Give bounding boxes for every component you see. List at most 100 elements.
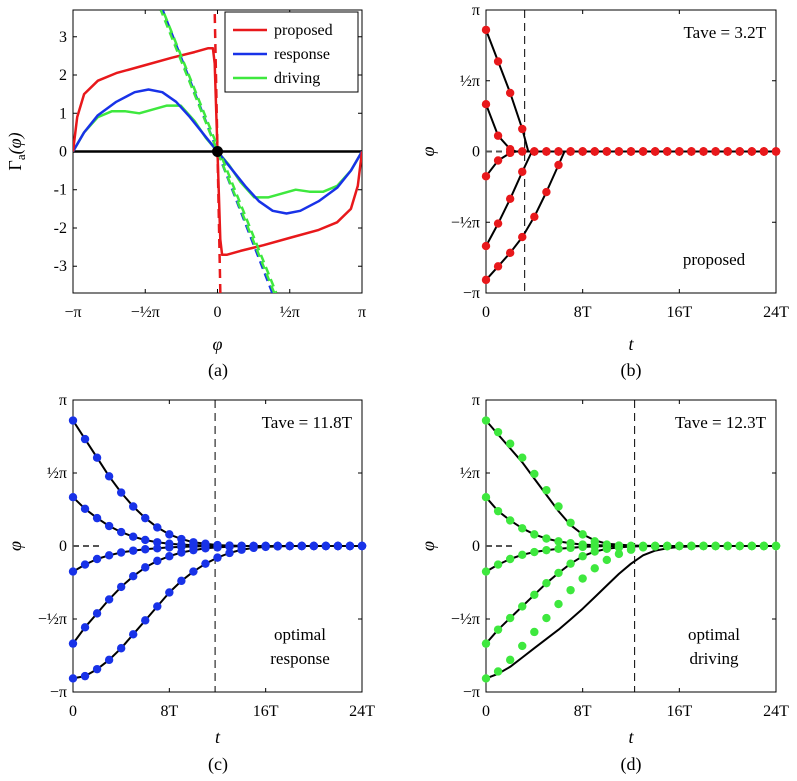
- trajectory-dot: [590, 547, 599, 556]
- trajectory-dot: [505, 194, 515, 203]
- x-tick-label: 16T: [666, 703, 692, 720]
- trajectory-dot: [153, 556, 162, 566]
- panel-annotation: optimal: [688, 625, 740, 644]
- trajectory-dot: [153, 602, 162, 611]
- y-tick-label: 0: [59, 144, 67, 161]
- trajectory-dot: [578, 147, 587, 156]
- trajectory-dot: [129, 502, 138, 511]
- legend-label-response: response: [274, 46, 330, 63]
- trajectory-dot: [493, 560, 503, 569]
- y-axis-label: φ: [5, 541, 25, 551]
- trajectory-dot: [297, 541, 306, 551]
- panel-caption: (c): [208, 754, 228, 775]
- trajectory-dot: [481, 639, 491, 648]
- trajectory-dot: [153, 523, 162, 532]
- trajectory-dot: [80, 504, 90, 514]
- trajectory-dot: [80, 560, 90, 569]
- trajectory-dot: [518, 550, 527, 560]
- trajectory-dot: [699, 147, 708, 156]
- trajectory-dot: [614, 549, 624, 559]
- trajectory-dot: [165, 530, 174, 539]
- x-axis-label: t: [215, 727, 221, 747]
- trajectory-dot: [735, 541, 744, 551]
- trajectory-dot: [759, 147, 769, 156]
- trajectory-dot: [590, 564, 599, 573]
- trajectory-dot: [249, 543, 258, 553]
- trajectory-dot: [542, 486, 551, 495]
- x-tick-label: 0: [482, 703, 490, 720]
- y-axis-label-arg: (φ): [5, 132, 26, 154]
- tave-label: Tave = 12.3T: [675, 413, 767, 432]
- x-tick-label: 0: [482, 304, 490, 321]
- x-tick-label: 24T: [763, 703, 789, 720]
- panel-b: 0 8T 16T 24T π ½π 0 −½π −π t (b) φ Tave = 3.2T propos…: [418, 2, 789, 381]
- x-tick-label: 8T: [574, 703, 592, 720]
- trajectory-dot: [723, 541, 732, 551]
- x-axis-label: φ: [213, 334, 223, 354]
- y-tick-label: −½π: [451, 214, 480, 231]
- trajectory-dot: [614, 543, 624, 552]
- y-tick-label: −½π: [451, 611, 480, 628]
- trajectory-dot: [663, 542, 672, 551]
- x-tick-label: −½π: [131, 304, 160, 321]
- trajectory-dot: [92, 664, 102, 674]
- trajectory-dot: [566, 518, 575, 527]
- trajectory-dot: [578, 542, 587, 552]
- trajectory-dot: [237, 545, 246, 554]
- trajectory-dot: [578, 552, 587, 561]
- x-tick-label: 16T: [666, 304, 692, 321]
- trajectory-dot: [505, 439, 515, 448]
- trajectory-dot: [481, 493, 491, 502]
- trajectory-dot: [309, 541, 319, 551]
- trajectory-dot: [493, 156, 503, 165]
- trajectory-dot: [518, 124, 527, 134]
- trajectory-dot: [481, 172, 491, 181]
- trajectory-dot: [687, 541, 696, 551]
- trajectory-dot: [273, 542, 282, 551]
- trajectory-dot: [321, 541, 331, 551]
- trajectory-dot: [602, 544, 612, 553]
- trajectory-dot: [104, 655, 114, 665]
- trajectory-dot: [481, 275, 491, 285]
- trajectory-dot: [116, 644, 126, 653]
- trajectory-dot: [505, 88, 515, 98]
- y-tick-label: −½π: [38, 611, 67, 628]
- trajectory-dot: [481, 674, 491, 683]
- y-tick-label: 0: [472, 538, 480, 555]
- trajectory-dot: [699, 541, 708, 551]
- trajectory-dot: [530, 469, 539, 479]
- x-tick-label: 0: [214, 304, 222, 321]
- trajectory-dot: [505, 248, 515, 258]
- trajectory-dot: [614, 147, 624, 156]
- trajectory-dot: [129, 630, 138, 639]
- trajectory-dot: [92, 513, 102, 523]
- trajectory-dot: [189, 545, 198, 555]
- trajectory-dot: [626, 545, 636, 554]
- trajectory-dot: [518, 453, 527, 462]
- trajectory-dot: [80, 671, 90, 681]
- trajectory-dot: [141, 563, 150, 572]
- x-tick-label: 24T: [763, 304, 789, 321]
- y-axis-label-main: Γ: [5, 160, 25, 170]
- y-tick-label: ½π: [460, 465, 480, 482]
- trajectory-dot: [481, 25, 491, 35]
- trajectory-dot: [68, 674, 78, 683]
- trajectory-dot: [530, 212, 539, 222]
- trajectory-dot: [129, 532, 138, 541]
- panel-caption: (d): [621, 754, 642, 775]
- panel-a: −π −½π 0 ½π π 3 2 1 0 -1 -2 -3 φ (a) Γa(φ) proposed resp…: [5, 9, 366, 381]
- trajectory-dot: [518, 147, 527, 156]
- trajectory-line: [485, 496, 776, 547]
- trajectory-dot: [493, 219, 503, 228]
- trajectory-dot: [116, 582, 126, 592]
- trajectory-dot: [104, 472, 114, 481]
- trajectory-dot: [68, 639, 78, 648]
- x-tick-label: 24T: [349, 703, 375, 720]
- trajectory-dot: [153, 544, 162, 553]
- y-tick-label: π: [472, 392, 480, 409]
- trajectory-dot: [530, 547, 539, 557]
- y-tick-label: ½π: [460, 73, 480, 90]
- trajectory-dot: [493, 131, 503, 140]
- trajectory-dot: [530, 627, 539, 637]
